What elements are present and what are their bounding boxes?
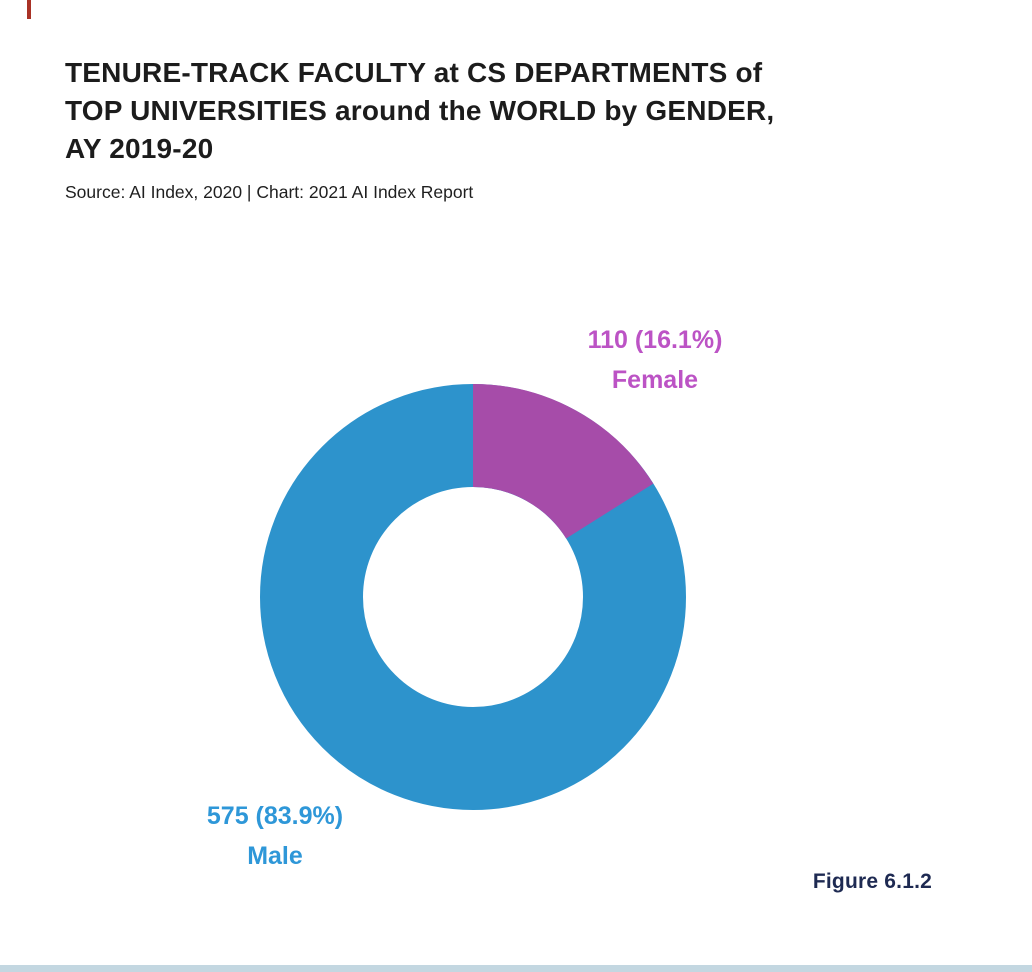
female-name-label: Female xyxy=(611,366,699,394)
chart-title-line-3: AY 2019-20 xyxy=(65,133,214,164)
female-value-label: 110 (16.1%) xyxy=(587,326,723,354)
female-label-group: 110 (16.1%) Female xyxy=(555,320,755,400)
male-name-label: Male xyxy=(247,842,303,870)
page-edge-strip xyxy=(0,965,1032,972)
male-value-label: 575 (83.9%) xyxy=(206,802,344,830)
page-crop-mark xyxy=(27,0,31,19)
donut-chart-svg xyxy=(260,384,686,810)
donut-slice-female xyxy=(260,384,686,810)
male-label-group: 575 (83.9%) Male xyxy=(175,796,375,876)
chart-title-line-2: TOP UNIVERSITIES around the WORLD by GEN… xyxy=(65,95,775,126)
chart-header: TENURE-TRACK FACULTY at CS DEPARTMENTS o… xyxy=(65,54,965,203)
chart-source-caption: Source: AI Index, 2020 | Chart: 2021 AI … xyxy=(65,182,474,202)
figure-number-label: Figure 6.1.2 xyxy=(812,870,932,893)
chart-title-line-1: TENURE-TRACK FACULTY at CS DEPARTMENTS o… xyxy=(65,57,763,88)
